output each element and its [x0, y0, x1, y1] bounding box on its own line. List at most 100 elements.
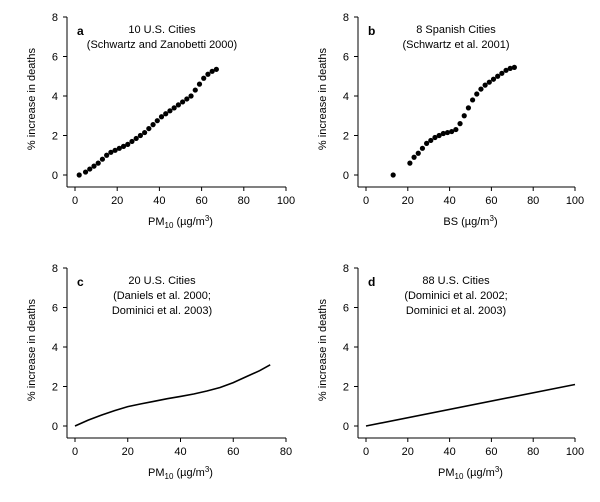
panel-annotation: 88 U.S. Cities: [422, 275, 490, 287]
x-axis-label-base: PM: [148, 467, 165, 479]
data-point: [133, 135, 139, 142]
data-point: [478, 86, 484, 92]
x-tick-label: 20: [402, 195, 414, 207]
data-point: [116, 145, 122, 151]
panel-label: c: [77, 275, 84, 289]
data-point: [444, 129, 451, 136]
x-tick-label: 0: [72, 446, 78, 458]
x-tick-label: 40: [443, 446, 455, 458]
data-point: [411, 154, 417, 160]
data-point: [154, 118, 160, 124]
y-tick-label: 6: [52, 303, 58, 315]
panel-annotation: Dominici et al. 2003): [112, 305, 212, 317]
data-point: [503, 67, 509, 73]
x-axis-label-sub: 10: [455, 472, 464, 481]
data-point: [196, 81, 203, 87]
x-tick-label: 80: [527, 195, 539, 207]
panel-annotation: 20 U.S. Cities: [128, 275, 196, 287]
data-point: [142, 129, 148, 136]
y-axis-label: % increase in deaths: [317, 298, 329, 401]
x-axis-label: PM10 (µg/m3): [438, 465, 503, 481]
panel-annotation: (Daniels et al. 2000;: [113, 290, 211, 302]
x-tick-label: 100: [277, 195, 295, 207]
panel-annotation: Dominici et al. 2003): [406, 305, 506, 317]
y-axis-label: % increase in deaths: [26, 47, 38, 150]
data-point: [125, 141, 131, 147]
data-point: [390, 172, 396, 178]
x-tick-label: 60: [485, 446, 497, 458]
data-point: [87, 166, 93, 172]
x-tick-label: 0: [72, 195, 78, 207]
data-point: [112, 147, 118, 153]
data-point: [167, 108, 173, 114]
y-tick-label: 4: [343, 342, 349, 354]
data-point: [511, 64, 517, 70]
data-point: [180, 99, 186, 105]
y-tick-label: 2: [343, 382, 349, 394]
data-point: [486, 79, 492, 85]
x-tick-label: 100: [566, 195, 584, 207]
data-point: [120, 143, 127, 149]
x-tick-label: 20: [111, 195, 123, 207]
data-point: [407, 160, 413, 166]
data-point: [465, 105, 472, 111]
panel-label: a: [77, 24, 84, 38]
x-axis-label-close: ): [209, 216, 213, 228]
y-axis-label: % increase in deaths: [26, 298, 38, 401]
x-tick-label: 20: [402, 446, 414, 458]
x-axis-label-base: PM: [438, 467, 455, 479]
y-tick-label: 6: [343, 303, 349, 315]
data-point: [453, 126, 459, 133]
data-point: [146, 125, 152, 132]
x-axis-label-unit: (µg/m: [173, 216, 204, 228]
data-point: [507, 65, 513, 71]
y-tick-label: 0: [343, 421, 349, 433]
y-tick-label: 8: [343, 263, 349, 275]
panel-annotation: 10 U.S. Cities: [128, 24, 196, 36]
data-point: [474, 91, 480, 97]
data-point: [184, 96, 190, 102]
data-point: [432, 134, 438, 141]
y-tick-label: 0: [343, 170, 349, 182]
data-point: [129, 138, 135, 145]
data-point: [171, 105, 177, 111]
data-point: [490, 76, 497, 82]
panel-annotation: (Dominici et al. 2002;: [404, 290, 507, 302]
data-point: [108, 149, 114, 155]
x-tick-label: 40: [153, 195, 165, 207]
y-tick-label: 2: [52, 382, 58, 394]
x-tick-label: 80: [527, 446, 539, 458]
x-axis-label-unit: (µg/m: [173, 467, 204, 479]
data-point: [457, 121, 463, 127]
x-axis-label-sup: 3: [205, 214, 210, 223]
x-axis-label-unit: (µg/m: [458, 216, 489, 228]
y-tick-label: 4: [52, 342, 58, 354]
panel-annotation: (Schwartz et al. 2001): [403, 39, 510, 51]
y-tick-label: 0: [52, 170, 58, 182]
data-point: [213, 66, 219, 72]
data-point: [209, 68, 215, 74]
data-point: [495, 73, 501, 79]
x-axis-label-close: ): [494, 216, 498, 228]
x-tick-label: 60: [227, 446, 239, 458]
y-tick-label: 8: [52, 263, 58, 275]
y-tick-label: 4: [343, 91, 349, 103]
data-point: [163, 111, 169, 117]
x-tick-label: 80: [280, 446, 292, 458]
series-line: [74, 364, 271, 427]
x-tick-label: 60: [485, 195, 497, 207]
panel-annotation: (Schwartz and Zanobetti 2000): [87, 39, 237, 51]
panel-label: d: [368, 275, 375, 289]
data-point: [137, 132, 144, 139]
data-point: [201, 75, 207, 81]
x-axis-label-close: ): [209, 467, 213, 479]
y-tick-label: 0: [52, 421, 58, 433]
x-axis-label-close: ): [499, 467, 503, 479]
data-point: [415, 150, 421, 156]
data-point: [104, 152, 110, 158]
panel-annotation: 8 Spanish Cities: [416, 24, 496, 36]
x-axis-label-sup: 3: [495, 465, 500, 474]
